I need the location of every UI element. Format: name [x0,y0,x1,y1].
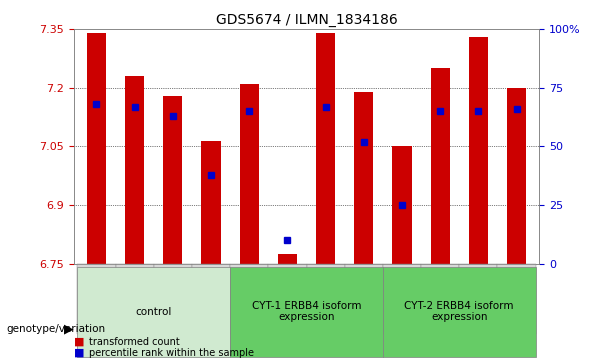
Text: CYT-1 ERBB4 isoform
expression: CYT-1 ERBB4 isoform expression [252,301,361,322]
Bar [430,68,450,264]
FancyBboxPatch shape [154,264,192,334]
FancyBboxPatch shape [497,264,536,334]
Text: ■: ■ [74,337,84,347]
Text: ■: ■ [74,347,84,358]
Bar [507,88,526,264]
FancyBboxPatch shape [116,264,154,334]
Text: genotype/variation: genotype/variation [6,323,105,334]
Bar [163,95,183,264]
Bar [240,84,259,264]
Text: CYT-2 ERBB4 isoform
expression: CYT-2 ERBB4 isoform expression [405,301,514,322]
Text: control: control [135,307,172,317]
FancyBboxPatch shape [459,264,497,334]
Title: GDS5674 / ILMN_1834186: GDS5674 / ILMN_1834186 [216,13,397,26]
Bar [316,33,335,264]
Bar [354,92,373,264]
FancyBboxPatch shape [230,264,268,334]
Text: ▶: ▶ [64,322,74,335]
FancyBboxPatch shape [77,264,116,334]
Bar [469,37,488,264]
FancyBboxPatch shape [77,267,230,358]
FancyBboxPatch shape [383,264,421,334]
Bar [87,33,106,264]
FancyBboxPatch shape [230,267,383,358]
Bar [202,140,221,264]
FancyBboxPatch shape [421,264,459,334]
FancyBboxPatch shape [268,264,306,334]
Text: percentile rank within the sample: percentile rank within the sample [89,347,254,358]
Text: transformed count: transformed count [89,337,180,347]
FancyBboxPatch shape [192,264,230,334]
FancyBboxPatch shape [306,264,345,334]
Bar [392,147,411,264]
Bar [278,254,297,264]
Bar [125,76,144,264]
FancyBboxPatch shape [345,264,383,334]
FancyBboxPatch shape [383,267,536,358]
